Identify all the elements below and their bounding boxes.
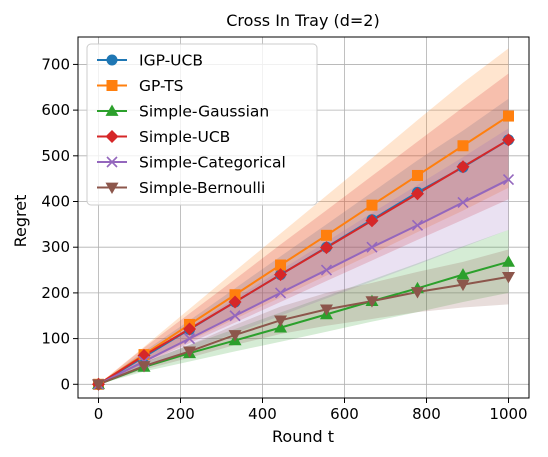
chart-title: Cross In Tray (d=2) — [226, 11, 379, 30]
axis-ticks: 0 200 400 600 800 1000 0 100 200 300 400 500 600 700 — [41, 55, 527, 423]
gp-ts-legend-label: GP-TS — [139, 77, 184, 95]
gp-ts-point — [457, 140, 469, 152]
simple-bernoulli-point — [410, 287, 424, 299]
x-tick-label: 800 — [412, 405, 441, 423]
simple-bernoulli-point — [456, 279, 470, 292]
simple-categorical-legend-label: Simple-Categorical — [139, 154, 286, 172]
x-axis-label: Round t — [272, 427, 334, 446]
y-tick-label: 700 — [41, 55, 70, 73]
simple-categorical-point — [411, 219, 424, 231]
simple-categorical-point — [502, 174, 515, 186]
simple-bernoulli-point — [137, 361, 151, 373]
simple-ucb-point — [228, 295, 242, 309]
simple-ucb-point — [183, 322, 197, 336]
simple-bernoulli-point — [365, 296, 379, 308]
x-tick-label: 200 — [166, 405, 195, 423]
gp-ts-point — [275, 259, 287, 271]
confidence-bands — [98, 48, 509, 385]
y-tick-label: 400 — [41, 193, 70, 211]
x-tick-label: 1000 — [489, 405, 527, 423]
simple-ucb-point — [274, 268, 288, 282]
gp-ts-band — [98, 48, 509, 385]
y-tick-label: 300 — [41, 238, 70, 256]
simple-ucb-point — [456, 160, 470, 174]
simple-categorical-point — [183, 333, 196, 345]
simple-bernoulli-point — [274, 315, 288, 327]
gp-ts-line — [97, 115, 510, 386]
igp-ucb-legend-label: IGP-UCB — [139, 52, 203, 70]
simple-ucb-legend-label: Simple-UCB — [139, 128, 230, 146]
gp-ts-point — [320, 229, 332, 241]
simple-categorical-band — [98, 128, 509, 385]
simple-bernoulli-legend-marker — [105, 182, 119, 194]
x-tick-label: 400 — [248, 405, 277, 423]
simple-bernoulli-point — [183, 346, 197, 358]
simple-categorical-legend-marker — [106, 156, 118, 168]
simple-gaussian-point — [502, 255, 515, 267]
simple-bernoulli-point — [92, 379, 105, 391]
y-tick-label: 500 — [41, 147, 70, 165]
simple-ucb-line — [97, 138, 510, 386]
y-tick-label: 600 — [41, 101, 70, 119]
simple-bernoulli-point — [228, 330, 242, 342]
simple-bernoulli-legend-label: Simple-Bernoulli — [139, 179, 265, 197]
simple-ucb-band — [98, 73, 509, 385]
series-lines — [97, 115, 510, 386]
simple-gaussian-point — [456, 268, 470, 280]
simple-ucb-point — [365, 214, 379, 228]
simple-bernoulli-point — [502, 272, 515, 284]
simple-categorical-line — [98, 178, 509, 386]
simple-categorical-point — [457, 196, 469, 208]
igp-ucb-band — [98, 98, 509, 385]
simple-gaussian-legend-marker — [105, 104, 119, 116]
simple-gaussian-line — [98, 260, 509, 386]
simple-ucb-point — [502, 133, 515, 147]
gp-ts-point — [366, 199, 378, 211]
y-tick-label: 200 — [41, 284, 70, 302]
legend-box — [86, 43, 318, 206]
gp-ts-point — [411, 169, 423, 181]
series-markers — [92, 110, 515, 391]
simple-categorical-point — [274, 287, 287, 299]
y-tick-label: 0 — [60, 375, 70, 393]
simple-categorical-point — [229, 310, 241, 322]
simple-gaussian-legend-label: Simple-Gaussian — [139, 103, 269, 121]
gp-ts-legend-marker — [106, 80, 118, 91]
y-tick-label: 100 — [41, 330, 70, 348]
simple-ucb-legend-marker — [105, 130, 119, 143]
igp-ucb-legend-marker — [106, 54, 118, 66]
x-tick-label: 0 — [94, 405, 104, 423]
simple-categorical-point — [366, 241, 378, 253]
gp-ts-point — [503, 110, 514, 122]
simple-ucb-point — [410, 187, 424, 201]
x-tick-label: 600 — [330, 405, 359, 423]
simple-gaussian-band — [98, 229, 509, 385]
simple-ucb-point — [319, 241, 333, 255]
gp-ts-point — [229, 289, 241, 301]
simple-bernoulli-point — [319, 304, 333, 316]
y-axis-label: Regret — [11, 195, 30, 248]
legend: IGP-UCB GP-TS Simple-Gaussian Simple-UCB Sim… — [86, 43, 318, 206]
simple-bernoulli-line — [98, 275, 509, 386]
simple-categorical-point — [320, 264, 333, 276]
plot-frame — [77, 36, 530, 399]
